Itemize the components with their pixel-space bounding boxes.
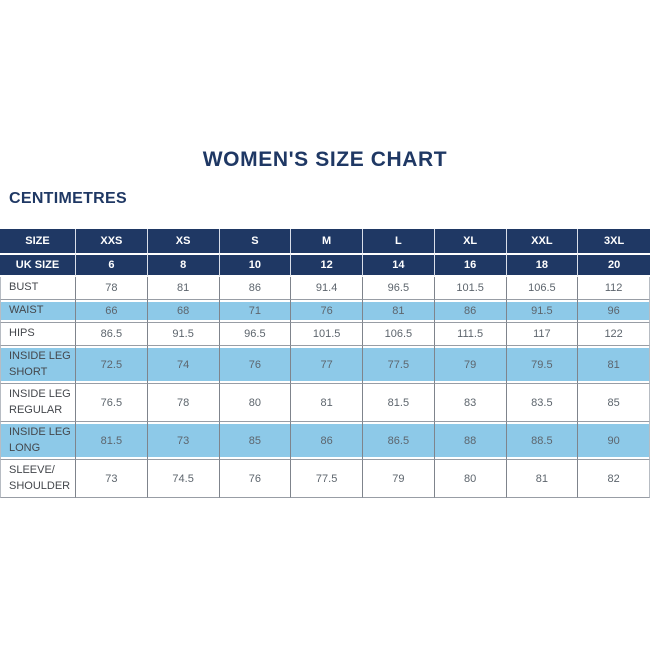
- column-header-l: L: [363, 229, 435, 253]
- size-value-cell: 80: [219, 384, 292, 422]
- size-value-cell: 71: [219, 300, 292, 323]
- column-header-s: S: [219, 229, 292, 253]
- size-value-cell: 88.5: [506, 422, 579, 460]
- units-label: CENTIMETRES: [9, 190, 127, 207]
- size-value-cell: 88: [434, 422, 507, 460]
- size-value-cell: 86: [291, 422, 363, 460]
- size-value-cell: 81: [506, 460, 579, 498]
- row-label: INSIDE LEG LONG: [0, 422, 76, 460]
- table-row: HIPS 86.5 91.5 96.5 101.5 106.5 111.5 117 122: [0, 323, 650, 346]
- column-header-m: M: [291, 229, 363, 253]
- size-value-cell: 79.5: [506, 346, 579, 384]
- size-value-cell: 117: [506, 323, 579, 346]
- size-value-cell: 77.5: [291, 460, 363, 498]
- size-value-cell: 85: [578, 384, 650, 422]
- size-value-cell: 81: [578, 346, 650, 384]
- row-label: INSIDE LEG SHORT: [0, 346, 76, 384]
- size-value-cell: 101.5: [291, 323, 363, 346]
- size-value-cell: 96: [578, 300, 650, 323]
- size-value-cell: 74.5: [147, 460, 220, 498]
- row-label: BUST: [0, 277, 76, 300]
- uk-size-value: 20: [578, 253, 650, 277]
- column-header-xs: XS: [147, 229, 220, 253]
- size-value-cell: 86: [434, 300, 507, 323]
- table-row: INSIDE LEG LONG 81.5 73 85 86 86.5 88 88.5 90: [0, 422, 650, 460]
- row-label: WAIST: [0, 300, 76, 323]
- size-value-cell: 73: [76, 460, 148, 498]
- size-value-cell: 112: [578, 277, 650, 300]
- size-value-cell: 90: [578, 422, 650, 460]
- size-value-cell: 76.5: [76, 384, 148, 422]
- uk-size-value: 16: [434, 253, 507, 277]
- size-value-cell: 86.5: [363, 422, 435, 460]
- size-value-cell: 83.5: [506, 384, 579, 422]
- table-body: SIZE XXS XS S M L XL XXL 3XL UK SIZE 6 8 10 12 14 16 18 2…: [0, 229, 650, 498]
- size-value-cell: 96.5: [363, 277, 435, 300]
- column-header-xl: XL: [434, 229, 507, 253]
- size-value-cell: 76: [219, 346, 292, 384]
- size-value-cell: 91.4: [291, 277, 363, 300]
- size-value-cell: 78: [147, 384, 220, 422]
- size-value-cell: 79: [434, 346, 507, 384]
- column-header-xxs: XXS: [76, 229, 148, 253]
- size-value-cell: 77: [291, 346, 363, 384]
- size-value-cell: 96.5: [219, 323, 292, 346]
- column-header-3xl: 3XL: [578, 229, 650, 253]
- page-title: WOMEN'S SIZE CHART: [202, 148, 448, 171]
- table-row: INSIDE LEG REGULAR 76.5 78 80 81 81.5 83 83.5 85: [0, 384, 650, 422]
- uk-size-value: 12: [291, 253, 363, 277]
- size-value-cell: 91.5: [506, 300, 579, 323]
- size-value-cell: 106.5: [506, 277, 579, 300]
- size-chart-table: SIZE XXS XS S M L XL XXL 3XL UK SIZE 6 8 10 12 14 16 18 2…: [0, 229, 650, 498]
- size-value-cell: 101.5: [434, 277, 507, 300]
- row-label: SLEEVE/ SHOULDER: [0, 460, 76, 498]
- uk-size-value: 10: [219, 253, 292, 277]
- size-value-cell: 72.5: [76, 346, 148, 384]
- size-value-cell: 81: [291, 384, 363, 422]
- size-value-cell: 81: [363, 300, 435, 323]
- size-value-cell: 76: [219, 460, 292, 498]
- size-value-cell: 86: [219, 277, 292, 300]
- uk-size-value: 18: [506, 253, 579, 277]
- size-value-cell: 106.5: [363, 323, 435, 346]
- size-value-cell: 66: [76, 300, 148, 323]
- size-value-cell: 77.5: [363, 346, 435, 384]
- uk-size-label: UK SIZE: [0, 253, 76, 277]
- size-value-cell: 82: [578, 460, 650, 498]
- uk-size-row: UK SIZE 6 8 10 12 14 16 18 20: [0, 253, 650, 277]
- size-value-cell: 68: [147, 300, 220, 323]
- column-header-xxl: XXL: [506, 229, 579, 253]
- row-label: HIPS: [0, 323, 76, 346]
- table-row: SLEEVE/ SHOULDER 73 74.5 76 77.5 79 80 81 82: [0, 460, 650, 498]
- size-value-cell: 74: [147, 346, 220, 384]
- size-header-row: SIZE XXS XS S M L XL XXL 3XL: [0, 229, 650, 253]
- size-value-cell: 78: [76, 277, 148, 300]
- table-row: BUST 78 81 86 91.4 96.5 101.5 106.5 112: [0, 277, 650, 300]
- uk-size-value: 8: [147, 253, 220, 277]
- size-value-cell: 73: [147, 422, 220, 460]
- size-value-cell: 80: [434, 460, 507, 498]
- uk-size-value: 6: [76, 253, 148, 277]
- size-value-cell: 86.5: [76, 323, 148, 346]
- row-label: INSIDE LEG REGULAR: [0, 384, 76, 422]
- size-value-cell: 91.5: [147, 323, 220, 346]
- uk-size-value: 14: [363, 253, 435, 277]
- size-value-cell: 76: [291, 300, 363, 323]
- size-value-cell: 81.5: [363, 384, 435, 422]
- table-row: WAIST 66 68 71 76 81 86 91.5 96: [0, 300, 650, 323]
- table-row: INSIDE LEG SHORT 72.5 74 76 77 77.5 79 79.5 81: [0, 346, 650, 384]
- size-value-cell: 81: [147, 277, 220, 300]
- size-value-cell: 85: [219, 422, 292, 460]
- size-value-cell: 79: [363, 460, 435, 498]
- size-value-cell: 83: [434, 384, 507, 422]
- size-value-cell: 111.5: [434, 323, 507, 346]
- size-value-cell: 81.5: [76, 422, 148, 460]
- column-header-size: SIZE: [0, 229, 76, 253]
- size-value-cell: 122: [578, 323, 650, 346]
